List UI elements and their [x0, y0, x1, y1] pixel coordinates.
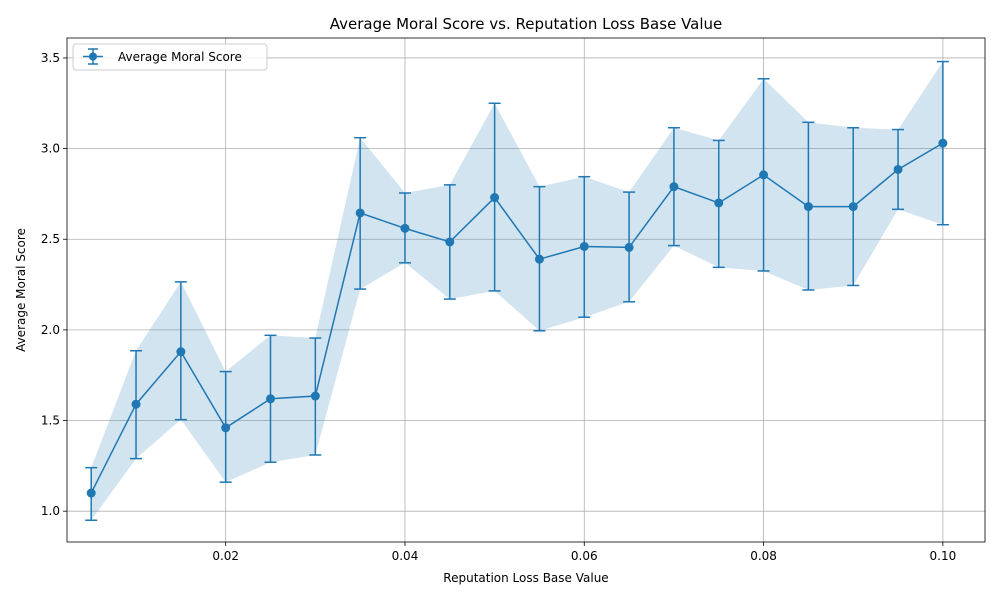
y-tick-label: 3.0 [41, 142, 60, 156]
y-axis-title: Average Moral Score [14, 228, 28, 352]
y-tick-label: 1.5 [41, 414, 60, 428]
data-point [848, 202, 858, 212]
data-point [624, 242, 634, 252]
data-point [803, 202, 813, 212]
data-point [400, 223, 410, 233]
data-point [445, 237, 455, 247]
data-point [86, 488, 96, 498]
x-tick-label: 0.02 [212, 549, 239, 563]
data-point [579, 241, 589, 251]
axis-ticks: 0.02 0.04 0.06 0.08 0.10 1.0 1.5 2.0 2.5 3.0 3.5 [41, 51, 956, 563]
data-point [759, 170, 769, 180]
y-tick-label: 2.5 [41, 232, 60, 246]
y-tick-label: 1.0 [41, 504, 60, 518]
data-point [355, 208, 365, 218]
x-tick-label: 0.10 [930, 549, 957, 563]
y-tick-label: 2.0 [41, 323, 60, 337]
data-point [534, 254, 544, 264]
x-axis-title: Reputation Loss Base Value [443, 571, 608, 585]
data-point [176, 347, 186, 357]
error-band [91, 61, 943, 521]
data-point [131, 399, 141, 409]
data-point [266, 394, 276, 404]
data-points [86, 138, 948, 498]
data-point [310, 391, 320, 401]
data-point [714, 198, 724, 208]
x-tick-label: 0.06 [571, 549, 598, 563]
x-tick-label: 0.04 [392, 549, 419, 563]
plot-frame [66, 37, 986, 543]
legend-marker [89, 52, 97, 61]
series-line [90, 142, 944, 494]
data-point [669, 182, 679, 192]
legend: Average Moral Score [72, 43, 268, 71]
data-point [938, 138, 948, 148]
legend-label: Average Moral Score [118, 50, 242, 64]
data-point [893, 164, 903, 174]
data-point [221, 423, 231, 433]
chart-title: Average Moral Score vs. Reputation Loss … [330, 15, 723, 33]
data-point [490, 193, 500, 203]
y-tick-label: 3.5 [41, 51, 60, 65]
x-tick-label: 0.08 [750, 549, 777, 563]
legend-box [72, 43, 268, 71]
